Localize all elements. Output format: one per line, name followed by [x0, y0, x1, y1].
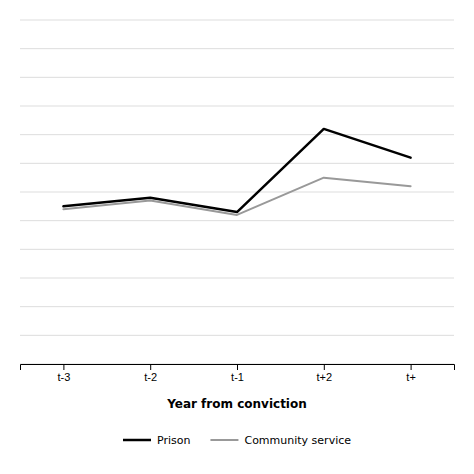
grid-line: [20, 48, 454, 49]
x-axis: t-3 t-2 t-1 t+2 t+: [21, 364, 455, 383]
chart: t-3 t-2 t-1 t+2 t+ Year from conviction Prison…: [0, 0, 474, 474]
x-tick: t+2: [316, 364, 332, 383]
legend-label: Community service: [244, 434, 351, 447]
x-tick: t-2: [144, 364, 157, 383]
series-line: [63, 178, 410, 215]
x-tick: t+: [406, 364, 415, 383]
x-tick: t-3: [57, 364, 70, 383]
axis-line: [21, 365, 455, 371]
legend-swatch: [210, 439, 238, 441]
legend-label: Prison: [157, 434, 190, 447]
grid: [20, 20, 454, 364]
grid-line: [20, 106, 454, 107]
lines: [63, 129, 410, 215]
x-tick: t-1: [231, 364, 244, 383]
grid-line: [20, 192, 454, 193]
tick-label: t-1: [231, 371, 244, 383]
grid-line: [20, 163, 454, 164]
tick-mark: [63, 364, 64, 370]
tick-mark: [237, 364, 238, 370]
grid-line: [20, 77, 454, 78]
tick-label: t-2: [144, 371, 157, 383]
grid-line: [20, 278, 454, 279]
tick-label: t+: [406, 371, 415, 383]
grid-line: [20, 335, 454, 336]
tick-mark: [150, 364, 151, 370]
legend-item: Community service: [210, 434, 351, 447]
plot: t-3 t-2 t-1 t+2 t+: [20, 20, 455, 383]
grid-line: [20, 20, 454, 21]
legend-swatch: [123, 439, 151, 442]
grid-line: [20, 134, 454, 135]
tick-mark: [324, 364, 325, 370]
series-line: [63, 129, 410, 212]
x-axis-title: Year from conviction: [166, 397, 307, 411]
tick-label: t-3: [57, 371, 70, 383]
grid-line: [20, 249, 454, 250]
legend: Prison Community service: [123, 434, 351, 447]
legend-item: Prison: [123, 434, 190, 447]
tick-label: t+2: [316, 371, 332, 383]
tick-mark: [411, 364, 412, 370]
grid-line: [20, 306, 454, 307]
grid-line: [20, 220, 454, 221]
